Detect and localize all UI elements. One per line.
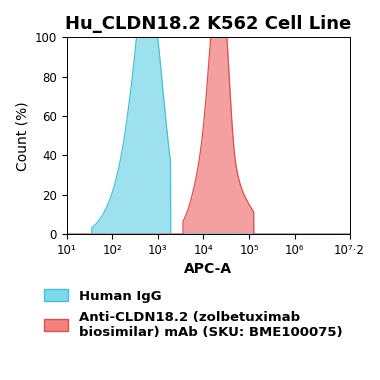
Title: Hu_CLDN18.2 K562 Cell Line: Hu_CLDN18.2 K562 Cell Line xyxy=(65,15,351,33)
Y-axis label: Count (%): Count (%) xyxy=(15,101,29,171)
Legend: Human IgG, Anti-CLDN18.2 (zolbetuximab
biosimilar) mAb (SKU: BME100075): Human IgG, Anti-CLDN18.2 (zolbetuximab b… xyxy=(39,284,348,344)
X-axis label: APC-A: APC-A xyxy=(184,263,232,276)
